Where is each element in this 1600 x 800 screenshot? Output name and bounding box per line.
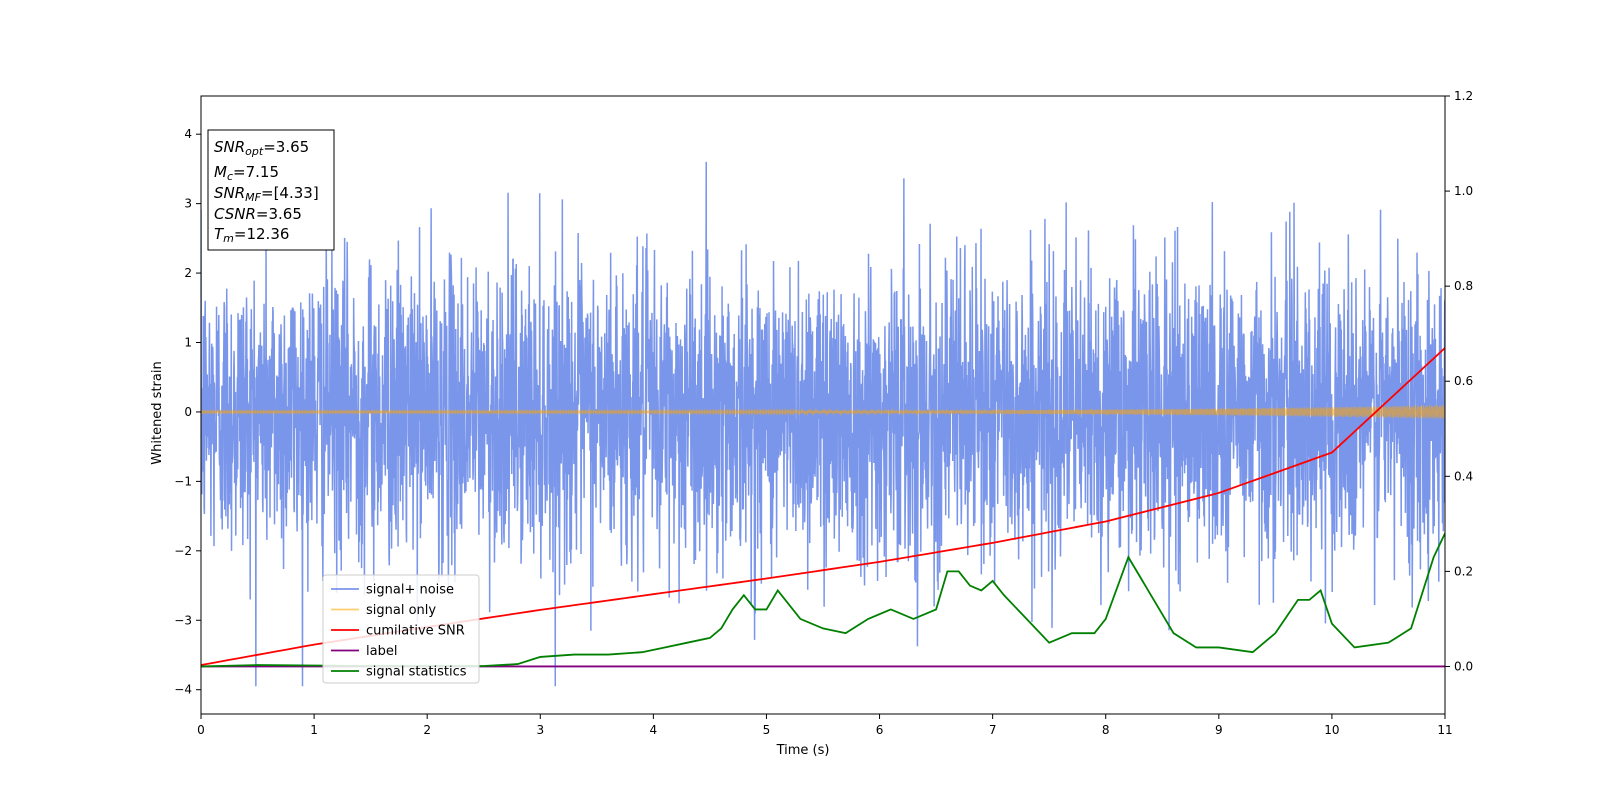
- x-axis-label: Time (s): [776, 743, 830, 758]
- stats-box: SNRopt=3.65Mc=7.15SNRMF=[4.33]CSNR=3.65T…: [207, 129, 335, 251]
- legend-frame: [322, 574, 480, 684]
- stats-var: T: [214, 225, 225, 243]
- stats-var: M: [214, 163, 227, 181]
- axes: 0 1 2 3 4 5 6 7 8 9 10 11 −4 −3 −2 −1 0 1 2 3 4 0.0 0.2 0.4 0.6 0…: [174, 89, 1473, 737]
- stats-box-frame: [207, 129, 335, 251]
- y2-tick-label: 1.2: [1454, 89, 1473, 103]
- y-tick-label: 4: [184, 127, 192, 141]
- series-signal-statistics: [201, 532, 1445, 668]
- y2-tick-label: 0.6: [1454, 374, 1473, 388]
- y-tick-label: −2: [174, 544, 192, 558]
- y-tick-label: −4: [174, 683, 192, 697]
- stats-value: =3.65: [263, 138, 309, 156]
- legend-entry: signal statistics: [366, 665, 467, 680]
- y-tick-label: 0: [184, 405, 192, 419]
- y-tick-label: 1: [184, 336, 192, 350]
- stats-value: =3.65: [256, 205, 302, 223]
- legend-entry: label: [366, 644, 397, 659]
- stats-var: CSNR: [214, 205, 256, 223]
- y-tick-label: 2: [184, 266, 192, 280]
- x-tick-label: 0: [197, 723, 205, 737]
- legend: signal+ noise signal only cumilative SNR la…: [322, 574, 480, 684]
- plot-frame: [200, 95, 1446, 715]
- stats-line: Tm=12.36: [214, 225, 289, 245]
- stats-value: =12.36: [234, 225, 290, 243]
- x-tick-label: 8: [1102, 723, 1110, 737]
- x-tick-label: 5: [763, 723, 771, 737]
- x-tick-label: 4: [650, 723, 658, 737]
- legend-entry: signal only: [366, 603, 436, 618]
- stats-sub: c: [227, 170, 233, 183]
- stats-var: SNR: [214, 184, 245, 202]
- x-tick-label: 9: [1215, 723, 1223, 737]
- stats-line: SNRopt=3.65: [214, 138, 309, 158]
- y2-tick-label: 0.4: [1454, 469, 1473, 483]
- stats-value: =7.15: [233, 163, 279, 181]
- x-tick-label: 1: [310, 723, 318, 737]
- stats-value: =[4.33]: [261, 184, 319, 202]
- y2-tick-label: 1.0: [1454, 184, 1473, 198]
- stats-line: Mc=7.15: [214, 163, 279, 183]
- x-tick-label: 2: [423, 723, 431, 737]
- x-tick-label: 7: [989, 723, 997, 737]
- y-tick-label: −1: [174, 474, 192, 488]
- stats-sub: opt: [245, 145, 264, 158]
- y2-tick-label: 0.2: [1454, 564, 1473, 578]
- stats-line: SNRMF=[4.33]: [214, 184, 319, 204]
- stats-sub: MF: [245, 191, 261, 204]
- x-tick-label: 6: [876, 723, 884, 737]
- x-tick-label: 11: [1437, 723, 1452, 737]
- stats-sub: m: [223, 232, 234, 245]
- x-tick-label: 10: [1324, 723, 1339, 737]
- series-signal-only: [201, 405, 1445, 419]
- legend-entry: cumilative SNR: [366, 624, 465, 639]
- y-tick-label: −3: [174, 613, 192, 627]
- y2-tick-label: 0.8: [1454, 279, 1473, 293]
- y-tick-label: 3: [184, 197, 192, 211]
- stats-var: SNR: [214, 138, 245, 156]
- x-tick-label: 3: [536, 723, 544, 737]
- y2-tick-label: 0.0: [1454, 659, 1473, 673]
- y-axis-label: Whitened strain: [150, 361, 165, 464]
- legend-entry: signal+ noise: [366, 583, 454, 598]
- stats-line: CSNR=3.65: [214, 205, 302, 223]
